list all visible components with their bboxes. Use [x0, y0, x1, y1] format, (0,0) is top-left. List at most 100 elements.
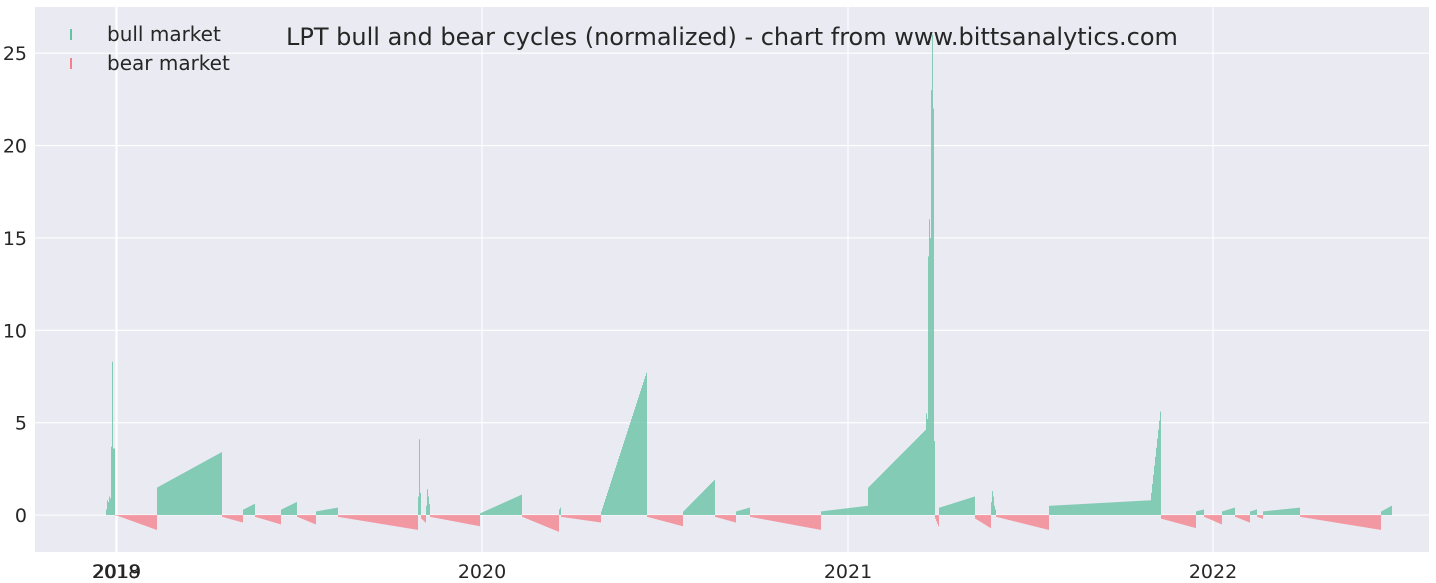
bear-bar: [238, 515, 239, 522]
bear-bar: [1213, 515, 1214, 521]
bull-bar: [827, 510, 828, 516]
bull-segment: [926, 34, 935, 516]
bear-bar: [805, 515, 806, 528]
bull-bar: [1153, 474, 1154, 516]
bear-bar: [534, 515, 535, 522]
bull-bar: [638, 397, 639, 516]
bull-bar: [1232, 508, 1233, 516]
bull-segment: [1381, 505, 1392, 516]
bear-bar: [1307, 515, 1308, 519]
bull-bar: [1081, 504, 1082, 516]
bull-bar: [211, 457, 212, 516]
bear-bar: [258, 515, 259, 518]
bull-bar: [832, 510, 833, 516]
bear-bar: [767, 515, 768, 521]
bull-bar: [884, 471, 885, 516]
bear-bar: [395, 515, 396, 527]
bull-bar: [606, 495, 607, 516]
bear-bar: [1319, 515, 1320, 520]
bear-bar: [242, 515, 243, 523]
bear-bar: [1022, 515, 1023, 524]
bear-bar: [988, 515, 989, 527]
bull-bar: [1291, 508, 1292, 516]
bull-bar: [162, 484, 163, 516]
bull-bar: [894, 461, 895, 516]
bear-bar: [548, 515, 549, 528]
bear-bar: [808, 515, 809, 528]
bull-bar: [506, 501, 507, 516]
bull-bar: [609, 486, 610, 516]
bull-bar: [329, 509, 330, 516]
bull-bar: [643, 382, 644, 516]
bull-bar: [939, 507, 940, 516]
bull-bar: [1271, 510, 1272, 516]
bear-bar: [781, 515, 782, 523]
bull-bar: [1100, 503, 1101, 516]
bull-bar: [172, 479, 173, 516]
bear-bar: [384, 515, 385, 525]
bull-bar: [114, 448, 115, 516]
bear-bar: [1328, 515, 1329, 522]
bear-bar: [1242, 515, 1243, 520]
bear-bar: [1034, 515, 1035, 527]
bear-bar: [1348, 515, 1349, 525]
bear-bar: [1344, 515, 1345, 525]
bull-bar: [701, 493, 702, 516]
bull-bar: [873, 482, 874, 516]
bull-bar: [492, 507, 493, 516]
bear-bar: [382, 515, 383, 525]
bear-bar: [1330, 515, 1331, 522]
bear-bar: [1013, 515, 1014, 522]
bull-bar: [1084, 503, 1085, 516]
bear-bar: [410, 515, 411, 529]
bear-bar: [297, 515, 298, 517]
bear-bar: [1339, 515, 1340, 524]
bear-bar: [578, 515, 579, 520]
bear-bar: [442, 515, 443, 520]
bull-bar: [1293, 508, 1294, 516]
bull-bar: [833, 509, 834, 516]
bear-bar: [402, 515, 403, 528]
bull-bar: [875, 480, 876, 516]
bear-bar: [579, 515, 580, 520]
bear-bar: [1000, 515, 1001, 518]
bull-bar: [824, 510, 825, 516]
bear-bar: [1036, 515, 1037, 527]
bull-bar: [877, 478, 878, 516]
bear-bar: [464, 515, 465, 524]
bull-bar: [509, 500, 510, 516]
bull-bar: [687, 507, 688, 516]
bear-bar: [669, 515, 670, 523]
bear-bar: [569, 515, 570, 519]
bear-bar: [456, 515, 457, 522]
bull-segment: [1151, 411, 1161, 516]
bull-bar: [1078, 504, 1079, 516]
bull-bar: [1124, 501, 1125, 516]
bear-bar: [1183, 515, 1184, 525]
bear-bar: [538, 515, 539, 524]
bull-bar: [607, 492, 608, 516]
bull-bar: [1102, 502, 1103, 516]
bear-bar: [1019, 515, 1020, 523]
bear-bar: [237, 515, 238, 522]
bear-bar: [1037, 515, 1038, 528]
bull-bar: [870, 485, 871, 516]
bear-bar: [1176, 515, 1177, 523]
bull-bar: [418, 496, 419, 516]
bull-bar: [1144, 500, 1145, 516]
bear-bar: [451, 515, 452, 521]
bear-bar: [522, 515, 523, 517]
bear-bar: [1032, 515, 1033, 526]
bull-bar: [107, 500, 108, 516]
bear-bar: [1025, 515, 1026, 525]
bear-bar: [1317, 515, 1318, 520]
bear-bar: [1324, 515, 1325, 521]
bear-bar: [541, 515, 542, 525]
bear-bar: [564, 515, 565, 518]
bear-bar: [388, 515, 389, 526]
bull-bar: [514, 497, 515, 516]
bear-bar: [154, 515, 155, 530]
bear-bar: [229, 515, 230, 519]
bull-bar: [886, 469, 887, 516]
bear-bar: [817, 515, 818, 530]
